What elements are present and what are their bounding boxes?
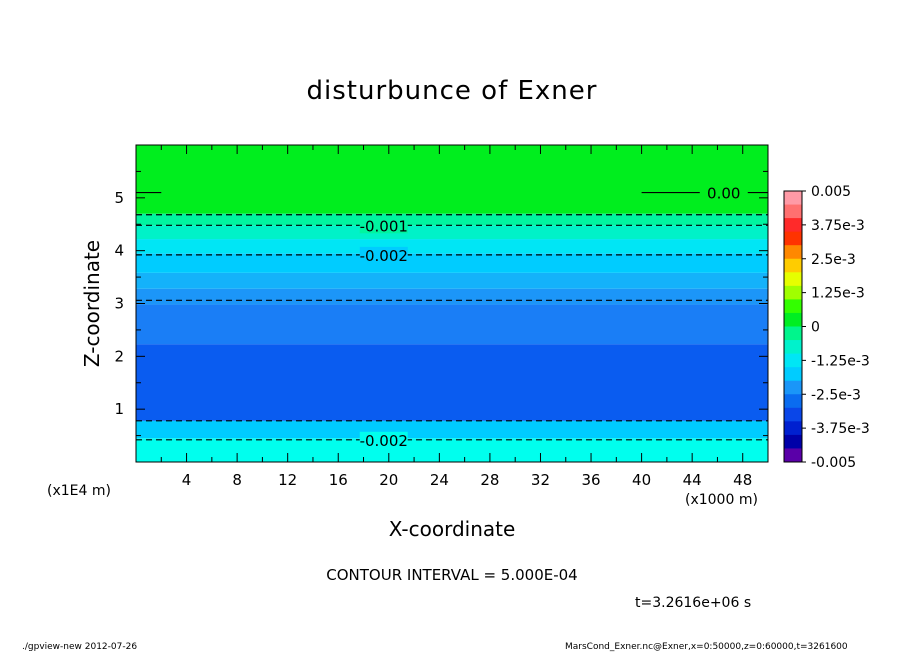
x-tick-label: 40 [632, 471, 651, 489]
contour-band-8 [136, 225, 768, 240]
y-tick-label: 3 [114, 295, 124, 313]
x-tick-label: 16 [329, 471, 348, 489]
x-tick-label: 48 [733, 471, 752, 489]
x-tick-label: 44 [683, 471, 702, 489]
contour-band-10 [136, 145, 768, 214]
time-label: t=3.2616e+06 s [635, 595, 752, 611]
colorbar-swatch-4 [784, 245, 802, 260]
contour-label-bg-2 [359, 246, 408, 263]
contour-band-0 [136, 438, 768, 462]
contour-band-6 [136, 253, 768, 273]
colorbar-swatch-2 [784, 218, 802, 233]
colorbar-swatch-9 [784, 312, 802, 327]
colorbar-swatch-15 [784, 394, 802, 409]
x-tick-label: 36 [581, 471, 600, 489]
x-tick-label: 12 [278, 471, 297, 489]
colorbar-label-8: -0.005 [811, 455, 856, 471]
colorbar-swatch-6 [784, 272, 802, 287]
footer-right: MarsCond_Exner.nc@Exner,x=0:50000,z=0:60… [565, 642, 848, 652]
colorbar-swatch-3 [784, 231, 802, 246]
contour-band-2 [136, 344, 768, 421]
contour-label-bg-3 [359, 431, 408, 448]
colorbar-swatch-14 [784, 380, 802, 395]
colorbar-swatch-18 [784, 434, 802, 449]
colorbar-swatch-13 [784, 367, 802, 382]
colorbar-label-4: 0 [811, 320, 820, 336]
colorbar-label-2: 2.5e-3 [811, 252, 856, 268]
y-axis-label: Z-coordinate [80, 240, 104, 367]
colorbar-label-7: -3.75e-3 [811, 421, 870, 437]
colorbar-swatch-1 [784, 204, 802, 219]
colorbar-label-1: 3.75e-3 [811, 218, 865, 234]
colorbar-swatch-19 [784, 448, 802, 463]
x-tick-label: 24 [430, 471, 449, 489]
contour-label-3: -0.002 [360, 432, 408, 450]
contour-label-0: 0.00 [707, 185, 740, 203]
contour-band-5 [136, 272, 768, 289]
colorbar-label-5: -1.25e-3 [811, 353, 870, 369]
x-axis-unit: (x1000 m) [685, 492, 758, 508]
y-tick-label: 4 [114, 242, 124, 260]
contour-label-bg-0 [699, 184, 748, 201]
colorbar-swatch-11 [784, 340, 802, 355]
colorbar-swatch-10 [784, 326, 802, 341]
z-axis-unit: (x1E4 m) [47, 483, 111, 499]
colorbar-swatch-5 [784, 258, 802, 273]
contour-band-9 [136, 213, 768, 226]
colorbar-swatch-7 [784, 285, 802, 300]
y-tick-label: 2 [114, 347, 124, 365]
colorbar-swatch-0 [784, 191, 802, 206]
x-tick-label: 20 [379, 471, 398, 489]
x-tick-label: 32 [531, 471, 550, 489]
contour-label-1: -0.001 [360, 217, 408, 235]
colorbar-swatch-12 [784, 353, 802, 368]
contour-band-4 [136, 288, 768, 305]
contour-band-1 [136, 420, 768, 439]
colorbar-swatch-16 [784, 407, 802, 422]
contour-label-bg-1 [359, 217, 408, 234]
y-tick-label: 1 [114, 400, 124, 418]
colorbar-label-6: -2.5e-3 [811, 387, 861, 403]
x-axis-label: X-coordinate [389, 517, 516, 541]
x-tick-label: 8 [232, 471, 242, 489]
chart-title: disturbunce of Exner [306, 76, 598, 106]
colorbar-swatch-17 [784, 421, 802, 436]
y-tick-label: 5 [114, 189, 124, 207]
contour-label-2: -0.002 [360, 247, 408, 265]
colorbar-label-3: 1.25e-3 [811, 286, 865, 302]
x-tick-label: 4 [182, 471, 192, 489]
contour-band-7 [136, 239, 768, 254]
colorbar-label-0: 0.005 [811, 184, 851, 200]
contour-band-3 [136, 304, 768, 345]
x-tick-label: 28 [480, 471, 499, 489]
contour-interval-label: CONTOUR INTERVAL = 5.000E-04 [326, 566, 578, 584]
colorbar-swatch-8 [784, 299, 802, 314]
footer-left: ./gpview-new 2012-07-26 [22, 642, 138, 652]
